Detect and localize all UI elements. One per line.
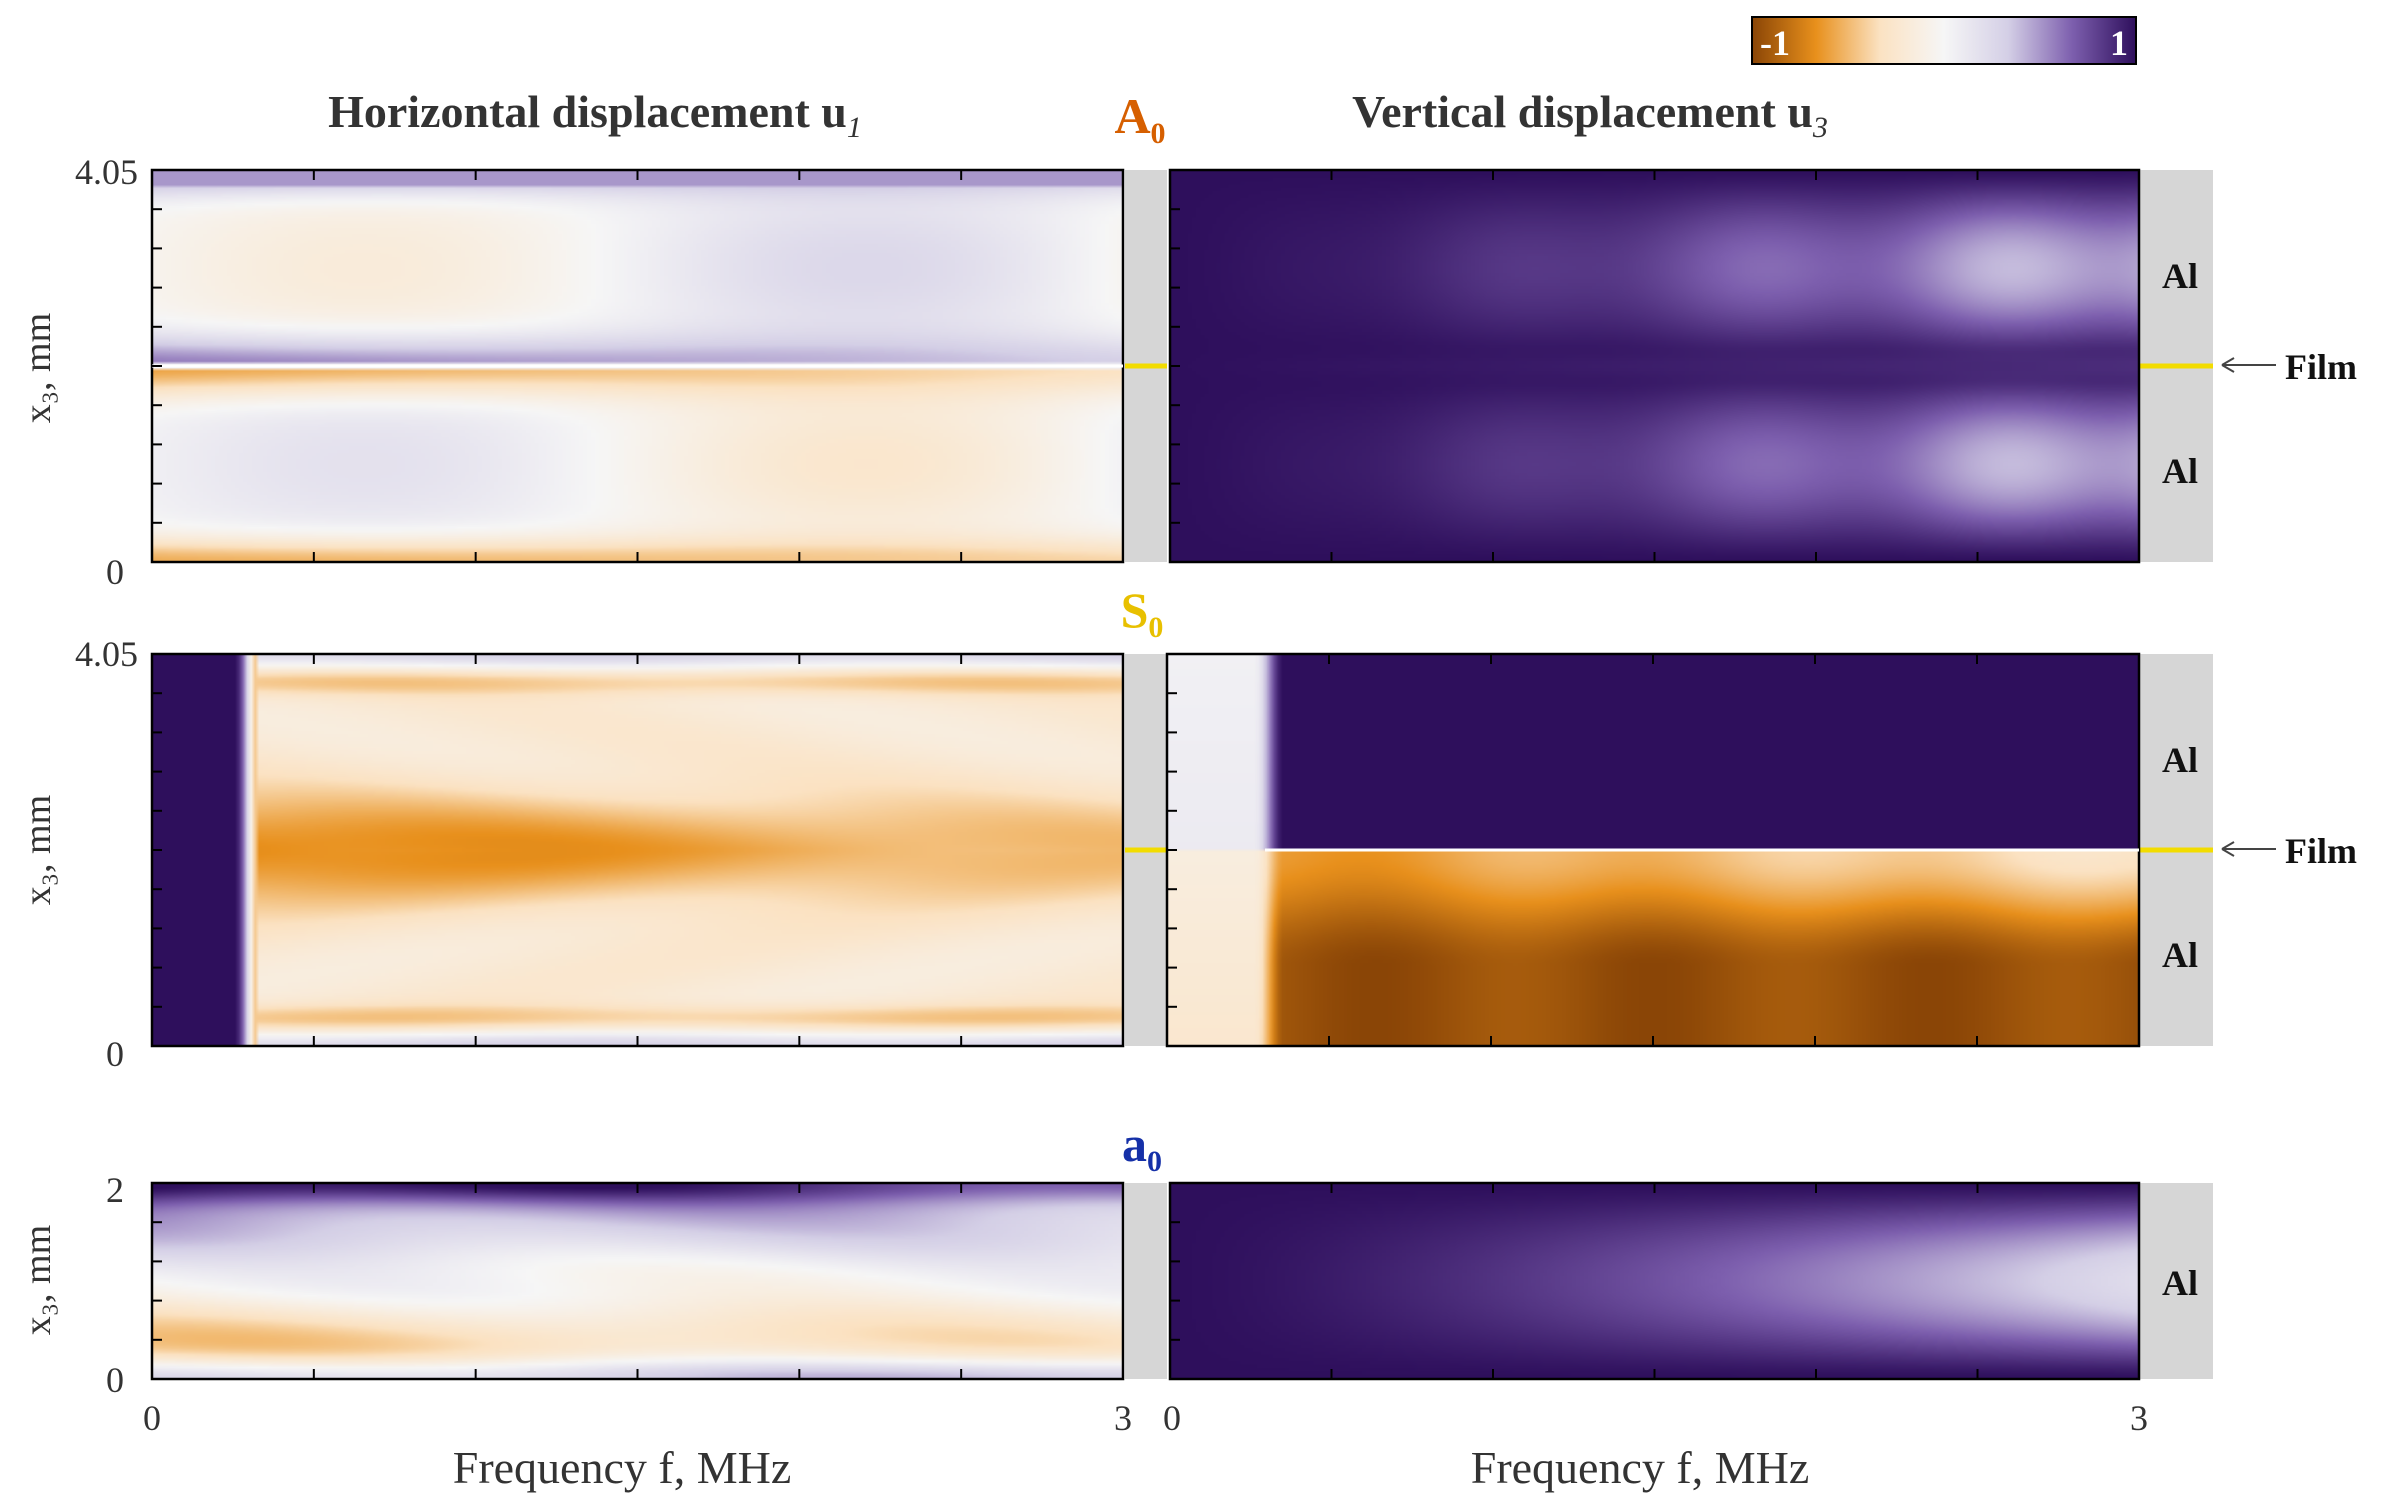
layer-label-al-S0-top: Al <box>2162 740 2198 780</box>
x-tick-left-max: 3 <box>1114 1398 1132 1438</box>
y-axis-label-a0: x₃, mm <box>17 1225 59 1335</box>
gray-strip-a0-middle <box>1125 1183 1167 1379</box>
film-pointer-A0: Film <box>2221 347 2357 387</box>
film-arrow-head-S0 <box>2221 841 2235 857</box>
panel-a0-u1 <box>150 1181 1125 1381</box>
y-axis-S0: x₃, mm 4.05 0 <box>17 634 138 1074</box>
film-pointer-S0: Film <box>2221 831 2357 871</box>
panel-S0-u1 <box>150 652 1125 1048</box>
heatmap-a0-u1 <box>152 1183 1123 1379</box>
colorbar-max-label: 1 <box>2110 23 2128 63</box>
film-label-S0: Film <box>2285 831 2357 871</box>
mode-label-a0: a0 <box>1122 1116 1162 1178</box>
layer-label-al-S0-bottom: Al <box>2162 935 2198 975</box>
y-tick-top-a0: 2 <box>106 1170 124 1210</box>
gray-strip-a0-right <box>2139 1183 2213 1379</box>
y-tick-bottom-S0: 0 <box>106 1034 124 1074</box>
panel-a0-u3 <box>1168 1181 2141 1381</box>
x-axis-label-right: Frequency f, MHz <box>1471 1442 1810 1493</box>
mode-label-S0: S0 <box>1121 582 1164 644</box>
x-tick-right-max: 3 <box>2130 1398 2148 1438</box>
layer-label-al-a0: Al <box>2162 1263 2198 1303</box>
y-axis-label-A0: x₃, mm <box>17 313 59 423</box>
y-axis-a0: x₃, mm 2 0 <box>17 1170 124 1400</box>
y-axis-label-S0: x₃, mm <box>17 795 59 905</box>
panel-A0-u3 <box>1168 168 2141 564</box>
right-column-header: Vertical displacement u3 <box>1352 86 1828 144</box>
colorbar: -1 1 <box>1751 16 2137 65</box>
film-arrow-head-A0 <box>2221 357 2235 373</box>
y-tick-bottom-A0: 0 <box>106 552 124 592</box>
layer-label-al-A0-bottom: Al <box>2162 451 2198 491</box>
film-label-A0: Film <box>2285 347 2357 387</box>
x-tick-right-min: 0 <box>1163 1398 1181 1438</box>
x-axis-label-left: Frequency f, MHz <box>453 1442 792 1493</box>
colorbar-gradient <box>1751 16 2137 65</box>
heatmap-a0-u3 <box>1170 1183 2139 1379</box>
colorbar-min-label: -1 <box>1760 23 1790 63</box>
y-tick-bottom-a0: 0 <box>106 1360 124 1400</box>
layer-label-al-A0-top: Al <box>2162 256 2198 296</box>
y-axis-A0: x₃, mm 4.05 0 <box>17 152 138 592</box>
mode-label-A0: A0 <box>1114 88 1165 150</box>
heatmap-A0-u3 <box>1170 170 2139 562</box>
heatmap-S0-u1 <box>152 654 1123 1046</box>
y-tick-top-A0: 4.05 <box>75 152 138 192</box>
y-tick-top-S0: 4.05 <box>75 634 138 674</box>
left-column-header: Horizontal displacement u1 <box>328 86 862 144</box>
x-tick-left-min: 0 <box>143 1398 161 1438</box>
tick-marks <box>151 169 2140 1380</box>
